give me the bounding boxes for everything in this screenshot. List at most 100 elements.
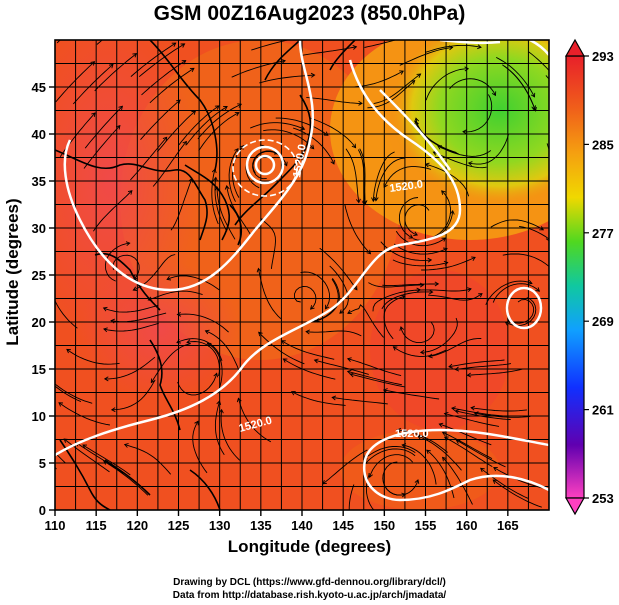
streamline: [152, 141, 187, 187]
x-tick-label: 130: [209, 518, 231, 533]
streamline-arrow: [346, 357, 352, 363]
streamline: [502, 253, 549, 268]
streamline: [468, 133, 510, 165]
streamline: [138, 43, 185, 78]
streamline-arrow: [467, 161, 473, 167]
streamline: [257, 268, 282, 320]
streamline: [448, 359, 505, 368]
contour-label: 1520.0: [389, 178, 424, 195]
streamline-arrow: [427, 257, 433, 263]
streamline: [306, 96, 362, 104]
x-tick-label: 165: [497, 518, 519, 533]
x-tick-label: 140: [291, 518, 313, 533]
streamline-arrow: [466, 372, 472, 378]
streamline-arrow: [443, 436, 449, 441]
y-axis-title: Latitude (degrees): [3, 198, 22, 346]
streamline-arrow: [331, 395, 337, 401]
streamline-arrow: [454, 366, 460, 372]
streamline-arrow: [449, 210, 455, 215]
streamline-arrow: [133, 275, 138, 280]
colorbar-label: 261: [592, 403, 614, 418]
streamline: [398, 197, 419, 239]
streamline: [211, 169, 219, 225]
streamline-arrow: [396, 427, 402, 433]
streamline: [347, 358, 402, 377]
streamline: [198, 112, 240, 152]
streamline: [166, 275, 220, 291]
streamline: [283, 358, 336, 380]
streamline: [104, 356, 156, 380]
colorbar-label: 269: [592, 314, 614, 329]
streamline-arrow: [191, 110, 197, 115]
streamline: [495, 57, 535, 98]
colorbar-label: 277: [592, 226, 614, 241]
streamline: [140, 99, 181, 140]
streamline-arrow: [281, 58, 286, 64]
y-tick-label: 35: [32, 174, 46, 189]
streamline: [111, 312, 167, 323]
streamline: [455, 410, 511, 420]
streamline-arrow: [132, 53, 138, 58]
streamline: [214, 400, 225, 456]
streamline-arrow: [258, 331, 263, 337]
streamline-arrow: [237, 103, 242, 108]
streamline-arrow: [550, 267, 554, 271]
streamline: [186, 341, 220, 377]
streamline: [456, 439, 506, 468]
streamline: [490, 219, 544, 231]
streamline-arrow: [180, 43, 186, 48]
streamline-arrow: [416, 287, 422, 293]
streamline-arrow: [282, 358, 288, 363]
streamline: [228, 148, 239, 202]
streamline: [82, 444, 131, 476]
streamline: [55, 452, 66, 464]
streamline: [345, 148, 360, 203]
streamline-arrow: [186, 339, 191, 345]
streamline-arrow: [443, 411, 449, 417]
streamline-arrow: [110, 318, 115, 324]
streamline: [417, 435, 462, 471]
streamline: [103, 460, 149, 496]
streamline: [383, 295, 405, 340]
streamline: [383, 166, 432, 188]
streamline: [275, 117, 329, 136]
streamline: [485, 280, 533, 305]
streamline: [112, 254, 140, 280]
streamline-arrow: [535, 287, 541, 292]
streamline: [393, 346, 447, 357]
streamline: [300, 271, 331, 310]
y-tick-label: 30: [32, 221, 46, 236]
streamline-arrow: [352, 44, 358, 50]
streamline: [104, 242, 130, 282]
streamline-arrow: [358, 100, 363, 106]
streamline: [66, 349, 120, 365]
streamline: [383, 389, 440, 400]
streamline: [404, 204, 430, 236]
streamline: [72, 64, 114, 105]
streamline-arrow: [530, 92, 536, 98]
streamline-arrow: [213, 176, 218, 182]
streamline-arrow: [283, 161, 288, 167]
streamline: [415, 288, 472, 292]
streamline-arrow: [441, 237, 447, 242]
streamline-arrow: [110, 407, 116, 413]
streamline-arrow: [492, 479, 498, 484]
streamline: [359, 148, 366, 204]
colorbar-label: 253: [592, 491, 614, 506]
streamline-arrow: [162, 136, 168, 142]
streamline: [260, 218, 276, 269]
wind-streamlines: [55, 40, 554, 510]
streamline-arrow: [234, 147, 239, 153]
colorbar-max-arrow: [564, 38, 586, 57]
streamline: [425, 163, 470, 197]
streamline: [528, 51, 549, 72]
streamline: [130, 137, 168, 181]
streamline-arrow: [90, 61, 96, 66]
credit-drawing: Drawing by DCL (https://www.gfd-dennou.o…: [173, 577, 446, 588]
streamline-arrow: [171, 42, 177, 47]
streamline-arrow: [414, 117, 420, 123]
y-tick-label: 25: [32, 268, 46, 283]
streamline: [55, 472, 56, 473]
streamline-arrow: [462, 129, 467, 135]
